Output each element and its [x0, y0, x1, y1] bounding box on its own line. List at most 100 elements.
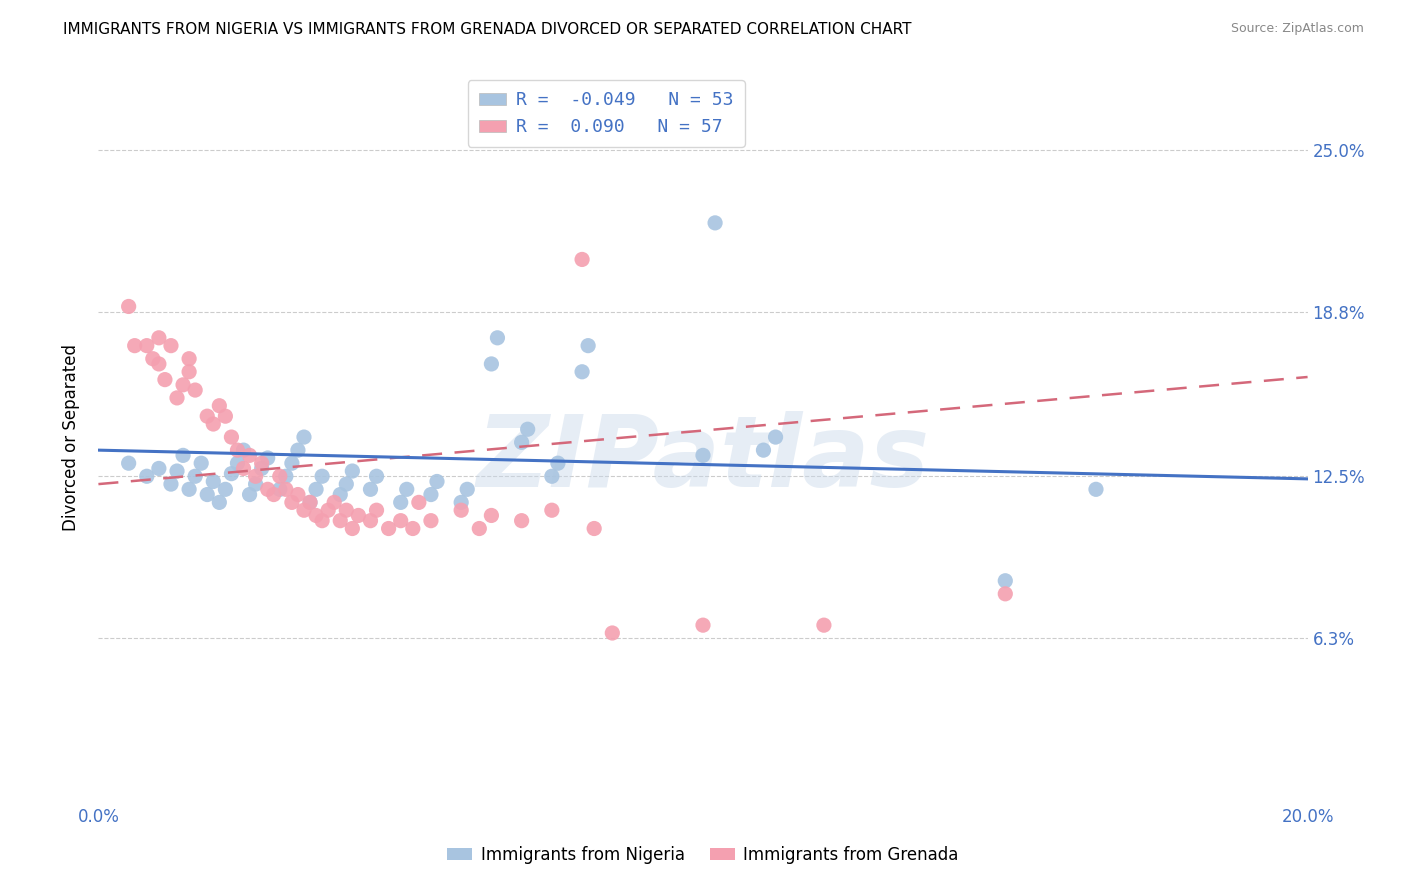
- Point: [408, 495, 430, 509]
- Point: [274, 469, 297, 483]
- Point: [547, 456, 569, 470]
- Point: [335, 477, 357, 491]
- Point: [510, 435, 533, 450]
- Point: [360, 483, 382, 497]
- Point: [184, 383, 207, 397]
- Point: [311, 469, 333, 483]
- Point: [540, 503, 562, 517]
- Point: [481, 508, 503, 523]
- Point: [389, 495, 412, 509]
- Legend: R =  -0.049   N = 53, R =  0.090   N = 57: R = -0.049 N = 53, R = 0.090 N = 57: [468, 80, 745, 147]
- Point: [366, 503, 388, 517]
- Point: [994, 574, 1017, 588]
- Point: [342, 521, 364, 535]
- Point: [269, 483, 291, 497]
- Point: [214, 409, 236, 424]
- Point: [221, 430, 243, 444]
- Point: [232, 461, 254, 475]
- Point: [250, 456, 273, 470]
- Point: [468, 521, 491, 535]
- Point: [226, 456, 249, 470]
- Point: [287, 487, 309, 501]
- Point: [292, 430, 315, 444]
- Point: [214, 483, 236, 497]
- Point: [450, 503, 472, 517]
- Point: [299, 495, 322, 509]
- Point: [166, 391, 188, 405]
- Point: [316, 503, 339, 517]
- Point: [335, 503, 357, 517]
- Point: [208, 495, 231, 509]
- Text: Source: ZipAtlas.com: Source: ZipAtlas.com: [1230, 22, 1364, 36]
- Point: [287, 443, 309, 458]
- Point: [420, 514, 443, 528]
- Point: [329, 487, 352, 501]
- Point: [481, 357, 503, 371]
- Point: [692, 448, 714, 462]
- Point: [179, 365, 201, 379]
- Point: [250, 461, 273, 475]
- Text: IMMIGRANTS FROM NIGERIA VS IMMIGRANTS FROM GRENADA DIVORCED OR SEPARATED CORRELA: IMMIGRANTS FROM NIGERIA VS IMMIGRANTS FR…: [63, 22, 911, 37]
- Point: [195, 487, 218, 501]
- Point: [342, 464, 364, 478]
- Point: [245, 477, 267, 491]
- Point: [269, 469, 291, 483]
- Point: [692, 618, 714, 632]
- Point: [377, 521, 399, 535]
- Point: [540, 469, 562, 483]
- Point: [172, 377, 194, 392]
- Point: [813, 618, 835, 632]
- Point: [195, 409, 218, 424]
- Point: [305, 508, 328, 523]
- Point: [583, 521, 606, 535]
- Point: [142, 351, 165, 366]
- Point: [190, 456, 212, 470]
- Legend: Immigrants from Nigeria, Immigrants from Grenada: Immigrants from Nigeria, Immigrants from…: [441, 839, 965, 871]
- Point: [329, 514, 352, 528]
- Point: [274, 483, 297, 497]
- Point: [426, 475, 449, 489]
- Point: [221, 467, 243, 481]
- Point: [226, 443, 249, 458]
- Point: [245, 469, 267, 483]
- Point: [160, 339, 183, 353]
- Point: [148, 357, 170, 371]
- Point: [256, 483, 278, 497]
- Point: [360, 514, 382, 528]
- Point: [281, 456, 304, 470]
- Point: [389, 514, 412, 528]
- Point: [135, 469, 157, 483]
- Point: [281, 495, 304, 509]
- Point: [179, 351, 201, 366]
- Point: [166, 464, 188, 478]
- Point: [704, 216, 727, 230]
- Point: [456, 483, 478, 497]
- Point: [765, 430, 787, 444]
- Y-axis label: Divorced or Separated: Divorced or Separated: [62, 343, 80, 531]
- Point: [516, 422, 538, 436]
- Point: [510, 514, 533, 528]
- Text: ZIPatlas: ZIPatlas: [477, 410, 929, 508]
- Point: [148, 461, 170, 475]
- Point: [239, 487, 262, 501]
- Point: [118, 300, 141, 314]
- Point: [486, 331, 509, 345]
- Point: [256, 450, 278, 465]
- Point: [172, 448, 194, 462]
- Point: [148, 331, 170, 345]
- Point: [184, 469, 207, 483]
- Point: [420, 487, 443, 501]
- Point: [305, 483, 328, 497]
- Point: [994, 587, 1017, 601]
- Point: [124, 339, 146, 353]
- Point: [571, 365, 593, 379]
- Point: [153, 373, 176, 387]
- Point: [263, 487, 285, 501]
- Point: [395, 483, 418, 497]
- Point: [118, 456, 141, 470]
- Point: [135, 339, 157, 353]
- Point: [202, 417, 225, 431]
- Point: [366, 469, 388, 483]
- Point: [179, 483, 201, 497]
- Point: [299, 495, 322, 509]
